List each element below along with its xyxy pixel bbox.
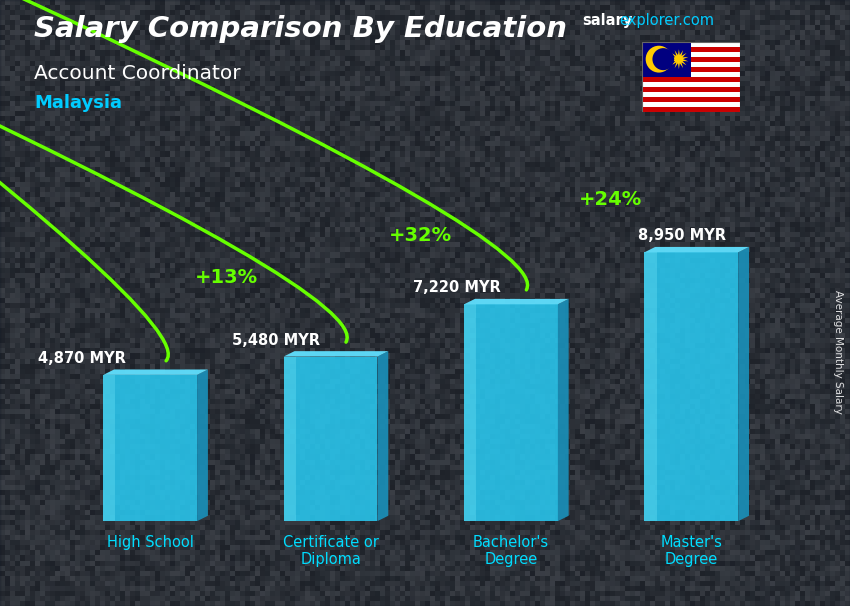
Bar: [642, 102, 740, 107]
Polygon shape: [644, 252, 656, 521]
Polygon shape: [558, 299, 569, 521]
Text: salary: salary: [582, 13, 632, 28]
Polygon shape: [644, 252, 738, 521]
Text: +13%: +13%: [195, 268, 258, 287]
Polygon shape: [104, 375, 197, 521]
Polygon shape: [377, 351, 388, 521]
Circle shape: [653, 48, 674, 70]
Polygon shape: [464, 304, 558, 521]
Text: 8,950 MYR: 8,950 MYR: [638, 228, 726, 244]
Bar: [642, 52, 740, 58]
Text: 4,870 MYR: 4,870 MYR: [37, 351, 126, 366]
Text: +32%: +32%: [389, 226, 452, 245]
Polygon shape: [104, 375, 116, 521]
Bar: [642, 42, 740, 47]
Polygon shape: [464, 299, 569, 304]
Polygon shape: [284, 351, 388, 356]
Text: 7,220 MYR: 7,220 MYR: [413, 281, 501, 295]
Bar: [642, 67, 740, 72]
Bar: [642, 47, 740, 52]
Polygon shape: [464, 304, 476, 521]
Text: Account Coordinator: Account Coordinator: [34, 64, 241, 82]
Bar: [642, 87, 740, 92]
Text: Malaysia: Malaysia: [34, 94, 122, 112]
Circle shape: [646, 45, 672, 73]
Bar: [642, 72, 740, 78]
Bar: [642, 107, 740, 112]
Polygon shape: [284, 356, 296, 521]
Text: 5,480 MYR: 5,480 MYR: [232, 333, 320, 348]
Text: Salary Comparison By Education: Salary Comparison By Education: [34, 15, 567, 43]
Bar: [642, 77, 740, 82]
Text: explorer.com: explorer.com: [619, 13, 714, 28]
Polygon shape: [104, 370, 208, 375]
Polygon shape: [644, 247, 749, 252]
Polygon shape: [669, 49, 689, 69]
Bar: [642, 97, 740, 102]
Bar: [642, 58, 740, 62]
Bar: [642, 92, 740, 97]
Bar: [642, 82, 740, 87]
Bar: [642, 62, 740, 67]
Polygon shape: [197, 370, 208, 521]
Text: Average Monthly Salary: Average Monthly Salary: [833, 290, 843, 413]
Bar: [642, 42, 690, 78]
Polygon shape: [284, 356, 377, 521]
Text: +24%: +24%: [579, 190, 642, 209]
Polygon shape: [738, 247, 749, 521]
